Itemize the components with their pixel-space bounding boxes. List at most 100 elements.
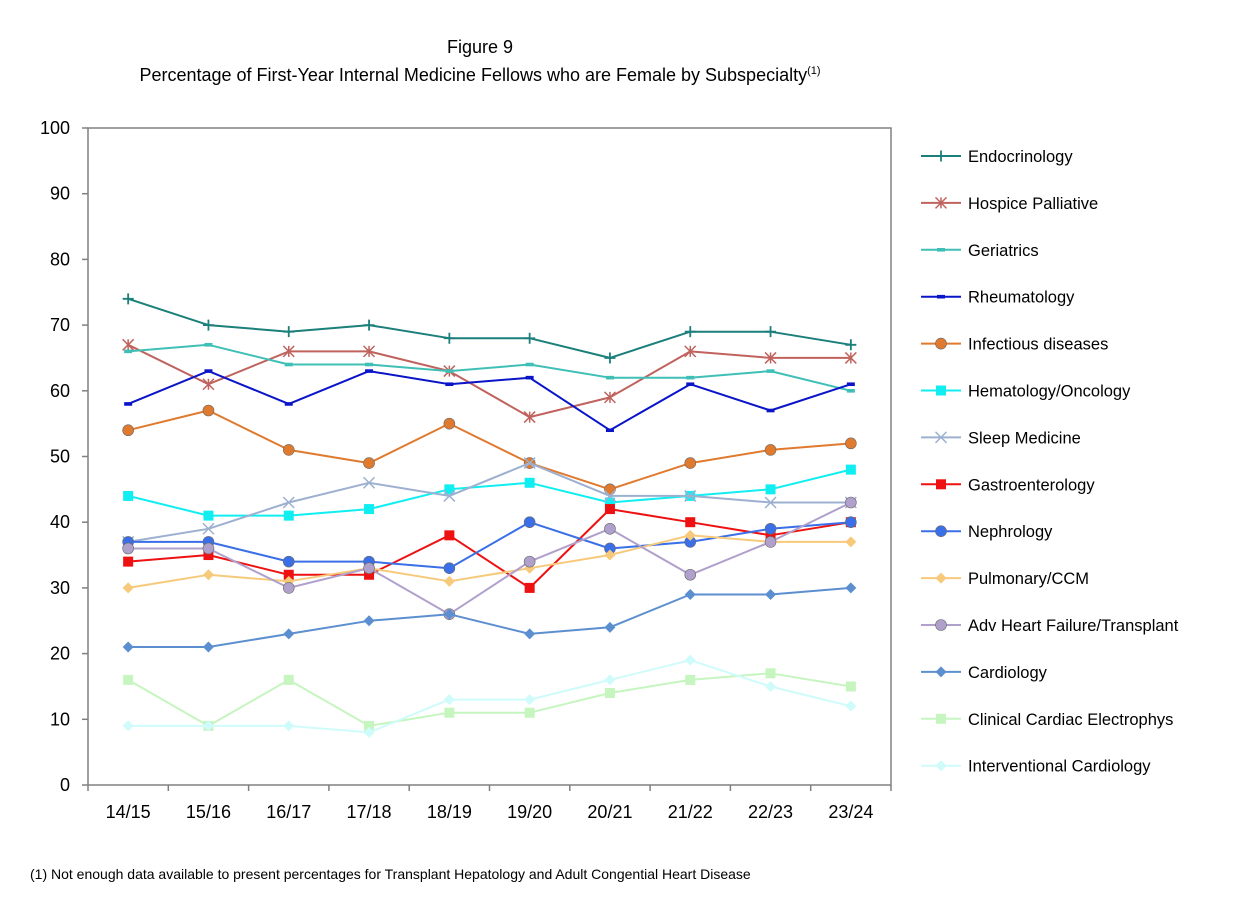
data-point [604, 522, 616, 535]
data-point [202, 404, 215, 417]
data-point [765, 588, 777, 600]
legend-label: Infectious diseases [968, 336, 1108, 354]
series-sleep-medicine [122, 457, 857, 548]
data-point [363, 345, 376, 358]
data-point [846, 389, 855, 393]
series-line [128, 659, 852, 734]
data-point [443, 575, 455, 587]
data-point [204, 343, 213, 347]
x-tick-label: 21/22 [668, 802, 713, 822]
legend-item: Pulmonary/CCM [921, 570, 1089, 588]
series-hospice-palliative [122, 338, 857, 424]
data-point [845, 700, 857, 712]
series-line [128, 343, 852, 392]
data-point [282, 555, 295, 568]
data-point [203, 510, 214, 521]
data-point [845, 681, 856, 692]
data-point [765, 484, 776, 495]
data-point [364, 569, 375, 580]
data-point [603, 489, 616, 502]
legend-item: Nephrology [921, 523, 1053, 541]
data-point [523, 411, 536, 424]
legend-label: Geriatrics [968, 242, 1039, 260]
chart-axes: 0 10 20 30 40 50 60 70 80 90 100 14/15 15/16 16/17 17/… [40, 118, 892, 822]
series-cardiology [122, 582, 857, 653]
data-point [282, 444, 295, 456]
series-infectious-diseases [122, 404, 857, 496]
x-tick-label: 22/23 [748, 802, 793, 822]
legend-label: Hospice Palliative [968, 195, 1098, 213]
data-point [603, 391, 616, 404]
data-point [283, 510, 294, 521]
data-point [604, 674, 616, 686]
data-point [202, 542, 215, 555]
data-point [443, 332, 455, 344]
data-point [845, 582, 857, 594]
data-point [445, 382, 454, 387]
series-endocrinology [122, 293, 857, 364]
data-point [282, 582, 295, 594]
data-point [123, 674, 134, 685]
series-line [127, 343, 851, 419]
data-point [686, 375, 695, 380]
chart-title-note: (1) [807, 65, 821, 77]
data-point [124, 349, 133, 354]
data-point [284, 402, 293, 406]
data-point [845, 496, 857, 509]
data-point [443, 694, 455, 706]
data-point [524, 628, 536, 640]
chart-title: Percentage of First-Year Internal Medici… [0, 60, 960, 86]
data-point [845, 437, 857, 450]
data-point [202, 378, 215, 391]
legend-marker [935, 572, 947, 584]
data-point [685, 674, 696, 685]
data-point [846, 382, 855, 387]
x-tick-label: 18/19 [427, 802, 472, 822]
series-line [127, 468, 852, 517]
y-tick-label: 100 [40, 118, 70, 138]
legend-item: Adv Heart Failure/Transplant [921, 617, 1179, 635]
series-line [128, 462, 851, 543]
data-point [604, 688, 615, 699]
series-rheumatology [124, 369, 855, 433]
data-point [605, 375, 614, 380]
data-point [523, 457, 536, 470]
y-tick-label: 30 [50, 578, 70, 598]
data-point [283, 326, 295, 338]
data-point [604, 352, 616, 364]
data-point [122, 542, 134, 555]
data-point [202, 720, 214, 732]
y-tick-label: 60 [50, 381, 70, 401]
legend-label: Sleep Medicine [968, 429, 1081, 447]
legend-marker [935, 666, 947, 678]
legend-marker [934, 431, 948, 444]
y-tick-label: 0 [60, 775, 70, 795]
data-point [365, 369, 374, 373]
data-point [845, 536, 857, 548]
data-point [604, 549, 616, 561]
series-line [128, 534, 851, 589]
x-tick-label: 20/21 [587, 802, 632, 822]
data-point [363, 562, 375, 574]
x-tick-label: 19/20 [507, 802, 552, 822]
series-line [128, 508, 852, 589]
legend-label: Cardiology [968, 664, 1048, 682]
legend-item: Geriatrics [921, 242, 1039, 260]
footnote: (1) Not enough data available to present… [30, 866, 751, 882]
series-line [127, 297, 852, 359]
data-point [845, 339, 857, 351]
data-point [363, 457, 375, 469]
data-point [444, 530, 455, 541]
series-line [127, 672, 852, 727]
data-point [525, 375, 534, 380]
data-point [443, 417, 456, 430]
data-point [844, 351, 857, 364]
data-point [443, 562, 456, 574]
data-point [122, 424, 134, 437]
data-point [283, 674, 294, 685]
data-point [765, 680, 777, 692]
legend-item: Endocrinology [921, 148, 1073, 166]
data-point [765, 668, 776, 679]
data-point [124, 402, 133, 406]
data-point [364, 504, 375, 515]
